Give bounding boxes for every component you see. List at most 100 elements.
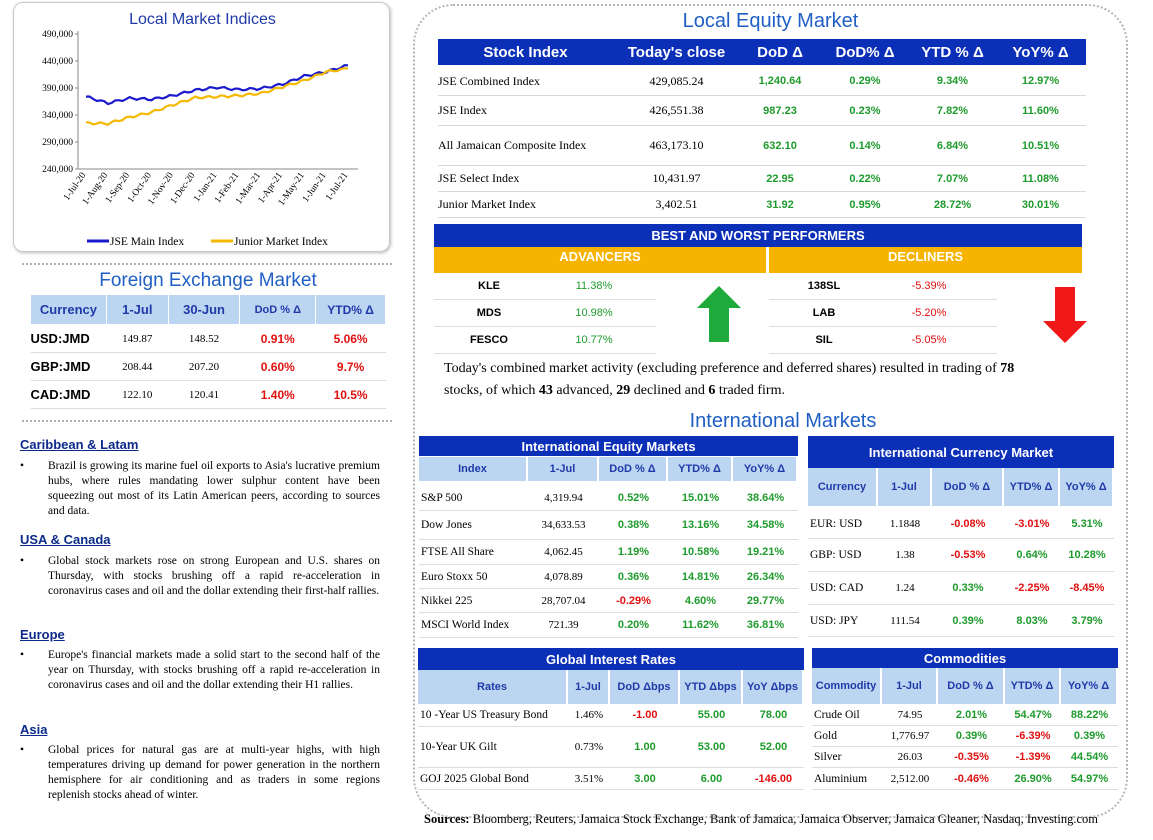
equity-cell-yoy: 26.34% (746, 570, 785, 583)
commodities-cell-v: 74.95 (897, 708, 923, 721)
col-yoy: YoY% Δ (1012, 43, 1069, 61)
rates-header-cell: YoY Δbps (743, 670, 804, 704)
commodities-header-cell: YTD% Δ (1005, 668, 1061, 704)
equity-cell-v: 721.39 (548, 619, 579, 631)
advancers-header: ADVANCERS (434, 247, 766, 273)
equity-header-cell: DoD % Δ (599, 457, 668, 481)
performer-symbol: SIL (815, 334, 833, 346)
commodities-cell-name: Aluminium (814, 772, 868, 785)
commodities-cell-ytd: 54.47% (1014, 708, 1052, 721)
currency-cell-ytd: -3.01% (1014, 517, 1050, 530)
rates-header-cell: DoD Δbps (610, 670, 680, 704)
local-equity-title: Local Equity Market (682, 10, 859, 32)
equity-cell-name: Euro Stoxx 50 (421, 570, 488, 583)
currency-cell-yoy: 3.79% (1071, 614, 1103, 627)
equity-cell-ytd: 11.62% (682, 619, 719, 631)
rates-cell-v: 1.46% (574, 709, 604, 721)
equity-cell-dod: 0.52% (617, 492, 650, 504)
news-item-usa: • Global stock markets rose on strong Eur… (20, 555, 380, 597)
equity-row: Nikkei 225 28,707.04 -0.29% 4.60% 29.77% (419, 589, 798, 613)
decliners-header: DECLINERS (769, 247, 1082, 273)
equity-cell-name: MSCI World Index (421, 619, 510, 631)
right-frame (413, 4, 1128, 818)
currency-row: EUR: USD 1.1848 -0.08% -3.01% 5.31% (808, 509, 1114, 539)
rates-row: 10 -Year US Treasury Bond 1.46% -1.00 55.00… (418, 704, 804, 727)
equity-cell-yoy: 10.51% (1021, 139, 1060, 152)
commodities-cell-dod: 2.01% (955, 708, 988, 721)
decliner-row: 138SL -5.39% (769, 273, 997, 300)
equity-cell-name: Junior Market Index (438, 197, 536, 211)
summary-text: declined and (630, 383, 709, 398)
rates-row: 10-Year UK Gilt 0.73% 1.00 53.00 52.00 (418, 727, 804, 768)
currency-row: GBP: USD 1.38 -0.53% 0.64% 10.28% (808, 539, 1114, 572)
summary-text: stocks, of which (444, 383, 539, 398)
rates-cell-name: GOJ 2025 Global Bond (420, 772, 529, 785)
fx-dod: 1.40% (239, 380, 316, 409)
sources-label: Sources: (424, 812, 470, 826)
series-line-1 (85, 67, 349, 127)
currency-header-cell: 1-Jul (878, 468, 932, 506)
currency-header-cell: YTD% Δ (1004, 468, 1060, 506)
commodities-header-cell: DoD % Δ (938, 668, 1005, 704)
equity-cell-dod: 1,240.64 (758, 75, 802, 87)
equity-row: JSE Combined Index 429,085.24 1,240.64 0.29… (438, 67, 1086, 96)
intl-currency-rows: EUR: USD 1.1848 -0.08% -3.01% 5.31% GBP: USD 1… (808, 509, 1114, 637)
fx-ytd: 10.5% (315, 380, 386, 409)
rates-cell-dod: -1.00 (632, 709, 658, 721)
y-tick-label: 490,000 (42, 30, 73, 40)
rates-cell-yoy: 78.00 (759, 709, 788, 721)
rates-header: Rates 1-Jul DoD Δbps YTD Δbps YoY Δbps (418, 670, 804, 704)
fx-value-1: 149.87 (106, 324, 169, 353)
fx-currency: GBP:JMD (30, 352, 107, 381)
equity-cell-yoy: 11.60% (1022, 104, 1059, 117)
col-ytd: YTD % Δ (921, 43, 984, 61)
equity-cell-yoy: 11.08% (1022, 172, 1059, 185)
equity-cell-dod: -0.29% (616, 594, 651, 607)
equity-cell-yoy: 36.81% (746, 619, 785, 631)
rates-header-cell: Rates (418, 670, 568, 704)
performer-symbol: 138SL (807, 280, 841, 292)
equity-cell-close: 3,402.51 (655, 197, 698, 211)
decliner-row: LAB -5.20% (769, 300, 997, 327)
y-tick-label: 340,000 (42, 111, 73, 121)
equity-cell-ytd: 7.07% (936, 172, 969, 185)
chart-canvas: 490,000 440,000 390,000 340,000 290,000 240,0… (42, 30, 358, 248)
y-tick-label: 390,000 (42, 84, 73, 94)
equity-row: JSE Index 426,551.38 987.23 0.23% 7.82% 11.60… (438, 96, 1086, 126)
commodities-cell-ytd: -6.39% (1015, 730, 1051, 742)
commodities-cell-dod: 0.39% (955, 730, 988, 742)
commodities-cell-yoy: 88.22% (1070, 708, 1109, 721)
advancer-row: KLE 11.38% (434, 273, 656, 300)
commodities-header: Commodity 1-Jul DoD % Δ YTD% Δ YoY% Δ (812, 668, 1118, 704)
news-head-europe[interactable]: Europe (20, 627, 65, 642)
news-head-caribbean[interactable]: Caribbean & Latam (20, 437, 139, 452)
intl-equity-rows: S&P 500 4,319.94 0.52% 15.01% 38.64% Dow Jone… (419, 486, 798, 638)
equity-cell-close: 10,431.97 (652, 171, 701, 185)
currency-cell-yoy: 10.28% (1068, 549, 1106, 561)
fx-col-date1: 1-Jul (105, 294, 169, 325)
performer-symbol: KLE (478, 280, 500, 292)
commodities-cell-ytd: 26.90% (1014, 772, 1052, 785)
commodities-cell-dod: -0.35% (954, 751, 989, 763)
equity-cell-name: All Jamaican Composite Index (438, 138, 587, 152)
equity-cell-ytd: 14.81% (681, 570, 720, 583)
news-item-europe: • Europe's financial markets made a solid… (20, 649, 380, 691)
news-item-caribbean: • Brazil is growing its marine fuel oil e… (20, 460, 380, 517)
news-head-usa[interactable]: USA & Canada (20, 532, 111, 547)
equity-cell-v: 4,319.94 (544, 492, 583, 504)
market-summary: Today's combined market activity (exclud… (444, 358, 1084, 402)
summary-advanced: 43 (538, 383, 553, 398)
equity-cell-name: JSE Combined Index (438, 73, 540, 88)
performer-pct: -5.20% (911, 307, 947, 319)
commodities-row: Crude Oil 74.95 2.01% 54.47% 88.22% (812, 704, 1118, 726)
news-text: Global prices for natural gas are at mul… (48, 744, 380, 801)
local-equity-rows: JSE Combined Index 429,085.24 1,240.64 0.29… (438, 67, 1086, 218)
fx-table: Currency 1-Jul 30-Jun DoD % Δ YTD% Δ USD… (30, 294, 386, 409)
equity-cell-dodp: 0.29% (849, 75, 881, 87)
equity-header-cell: YTD% Δ (668, 457, 733, 481)
summary-firm: 6 (708, 383, 716, 398)
rates-cell-ytd: 53.00 (697, 741, 726, 753)
news-head-asia[interactable]: Asia (20, 722, 48, 737)
equity-cell-close: 429,085.24 (649, 73, 704, 88)
summary-text: Today's combined market activity (exclud… (444, 361, 1001, 376)
